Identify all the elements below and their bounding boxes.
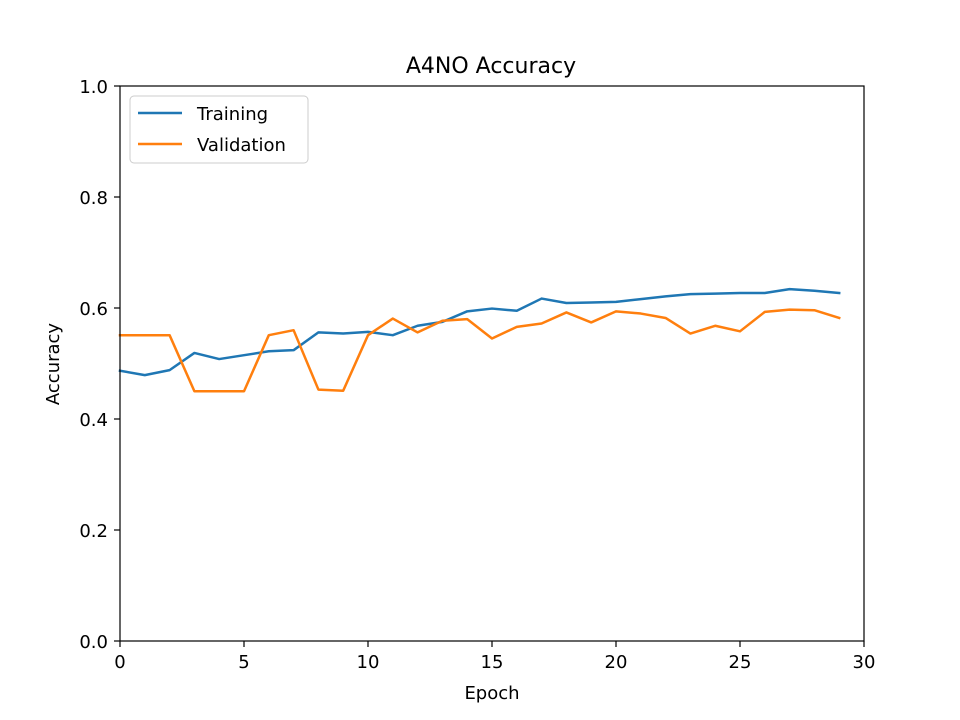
series-layer	[118, 287, 841, 393]
y-tick-label: 0.0	[79, 632, 108, 653]
x-axis-label: Epoch	[464, 683, 519, 704]
series-line-training	[118, 287, 841, 377]
x-tick-label: 15	[481, 652, 504, 673]
x-tick-label: 0	[114, 652, 125, 673]
y-tick-label: 0.8	[79, 188, 108, 209]
y-tick-label: 0.6	[79, 299, 108, 320]
y-tick-label: 0.4	[79, 410, 108, 431]
y-tick-label: 1.0	[79, 77, 108, 98]
ticks-layer: 0 5 10 15 20 25 30 0.0 0.2 0.4 0.6 0.8 1.0	[79, 77, 875, 673]
chart-title: A4NO Accuracy	[406, 54, 576, 79]
x-tick-label: 20	[605, 652, 628, 673]
x-tick-label: 30	[853, 652, 876, 673]
plot-frame	[119, 85, 865, 642]
x-tick-label: 25	[729, 652, 752, 673]
y-tick-label: 0.2	[79, 521, 108, 542]
x-tick-label: 10	[357, 652, 380, 673]
legend-label-validation: Validation	[197, 135, 286, 156]
series-line-validation	[118, 308, 841, 393]
legend: Training Validation	[129, 95, 309, 164]
y-axis-label: Accuracy	[43, 323, 64, 406]
x-tick-label: 5	[238, 652, 249, 673]
legend-label-training: Training	[196, 104, 268, 125]
